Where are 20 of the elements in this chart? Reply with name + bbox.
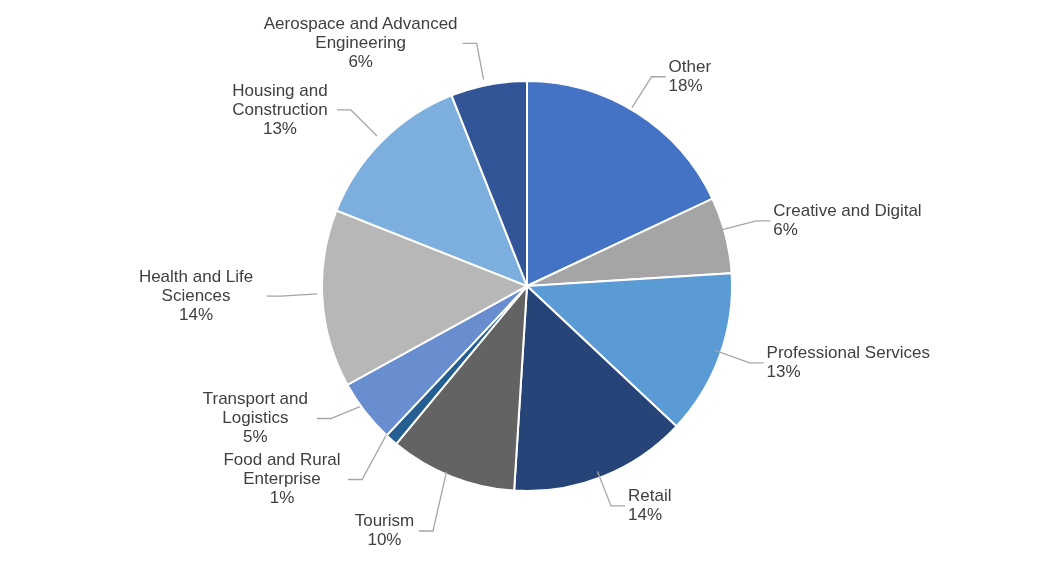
slice-label: Professional Services: [766, 343, 931, 363]
data-label: 5%: [243, 427, 268, 447]
slice-label: Health and Life Sciences: [138, 266, 254, 305]
slice-label: Other: [668, 57, 712, 77]
data-label: 14%: [179, 304, 214, 324]
slice-label: Transport and Logistics: [202, 389, 308, 428]
data-label: 14%: [628, 505, 663, 525]
slice-label: Food and Rural Enterprise: [223, 450, 341, 489]
slice-label: Creative and Digital: [773, 201, 922, 221]
slice-label: Aerospace and Advanced Engineering: [263, 14, 458, 53]
data-label: 10%: [367, 530, 402, 550]
data-label: 18%: [668, 76, 703, 96]
slice-label: Retail: [628, 486, 672, 506]
data-label: 6%: [773, 220, 798, 240]
slice-label: Housing and Construction: [232, 80, 328, 119]
data-label: 1%: [269, 488, 295, 508]
data-label: 6%: [348, 52, 373, 72]
data-label: 13%: [766, 362, 801, 382]
slice-label: Tourism: [354, 511, 415, 531]
data-label: 13%: [262, 118, 297, 138]
